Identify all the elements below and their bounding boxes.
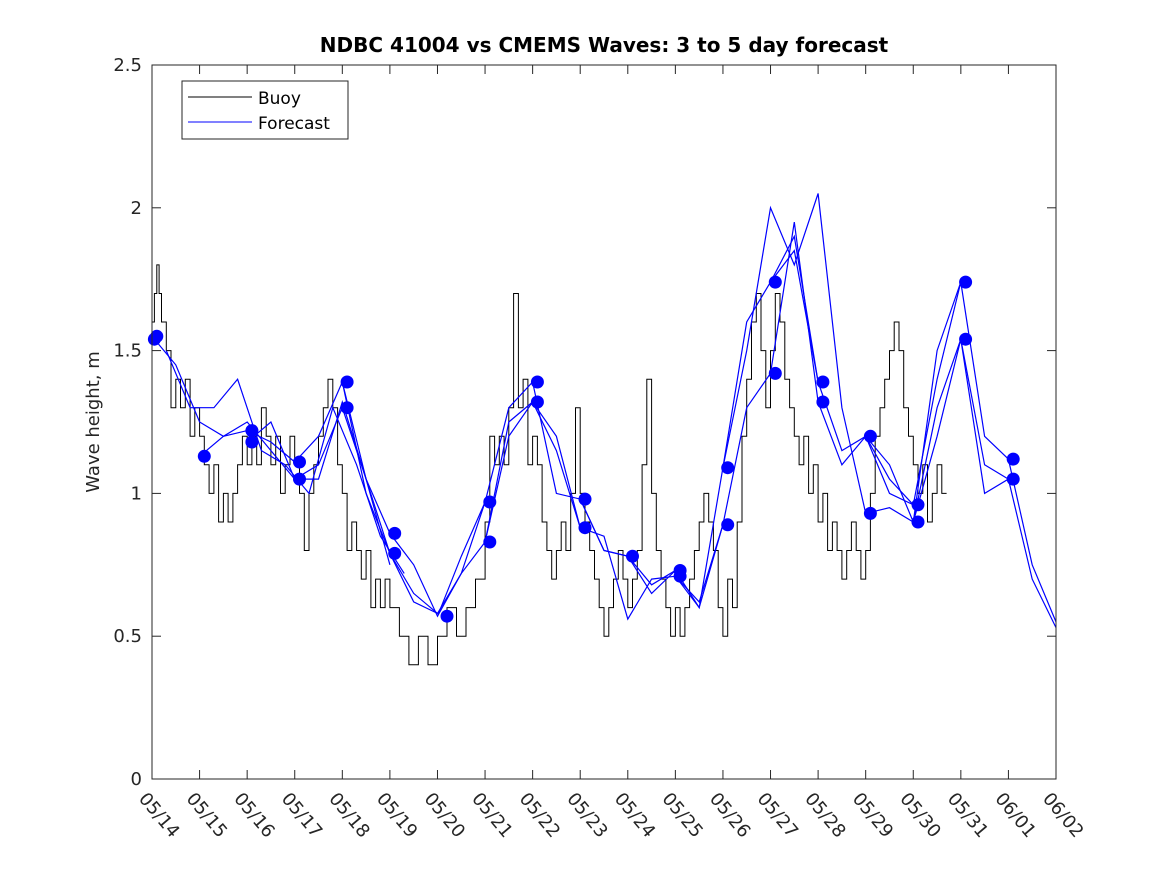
forecast-series-line-9	[674, 222, 914, 604]
forecast-point	[768, 275, 782, 289]
y-tick-label: 1.5	[113, 341, 142, 362]
forecast-series-line-7	[484, 400, 724, 621]
y-tick-label: 2.5	[113, 55, 142, 76]
legend-buoy-label: Buoy	[258, 89, 301, 109]
forecast-point	[388, 546, 402, 560]
forecast-series-line-11	[769, 234, 1009, 524]
forecast-point	[911, 515, 925, 529]
forecast-series-line-3	[199, 380, 438, 614]
forecast-point	[340, 375, 354, 389]
y-tick-label: 0.5	[113, 626, 142, 647]
y-axis-label: Wave height, m	[83, 351, 104, 492]
forecast-point	[197, 449, 211, 463]
y-tick-label: 0	[131, 769, 142, 790]
y-tick-label: 2	[131, 198, 142, 219]
forecast-point	[816, 395, 830, 409]
forecast-point	[293, 455, 306, 469]
y-tick-label: 1	[131, 483, 142, 504]
forecast-point	[863, 429, 877, 443]
forecast-point	[245, 435, 259, 449]
forecast-point	[816, 375, 830, 389]
forecast-series-line-8	[579, 249, 819, 610]
buoy-series-line	[152, 264, 947, 666]
forecast-point	[578, 492, 592, 506]
forecast-point	[483, 535, 497, 549]
legend-forecast-label: Forecast	[258, 114, 330, 134]
forecast-point	[721, 461, 735, 475]
forecast-point	[293, 472, 306, 486]
forecast-point	[1006, 472, 1020, 486]
forecast-point	[626, 549, 639, 563]
chart-title: NDBC 41004 vs CMEMS Waves: 3 to 5 day fo…	[320, 33, 889, 57]
forecast-point	[440, 609, 454, 623]
forecast-series-line-1	[151, 335, 391, 565]
forecast-point	[911, 498, 925, 512]
forecast-point	[768, 366, 782, 380]
plot-area	[147, 193, 1057, 666]
forecast-point	[245, 424, 259, 438]
forecast-point	[721, 518, 735, 532]
forecast-point	[530, 395, 544, 409]
forecast-point	[388, 526, 402, 540]
forecast-point	[959, 332, 973, 346]
forecast-point	[578, 521, 592, 535]
plot-frame	[151, 64, 1057, 780]
forecast-point	[673, 569, 687, 583]
forecast-point	[1006, 452, 1020, 466]
forecast-series-line-13	[912, 339, 1057, 628]
forecast-point	[150, 329, 164, 343]
forecast-point	[863, 506, 877, 520]
forecast-point	[483, 495, 497, 509]
forecast-point	[530, 375, 544, 389]
legend: Buoy Forecast	[181, 80, 349, 140]
legend-box	[181, 80, 349, 140]
forecast-point	[340, 401, 354, 415]
y-axis: 0 0.5 1 1.5 2 2.5	[113, 55, 1056, 790]
forecast-point	[959, 275, 973, 289]
forecast-series-line-6	[436, 380, 676, 617]
